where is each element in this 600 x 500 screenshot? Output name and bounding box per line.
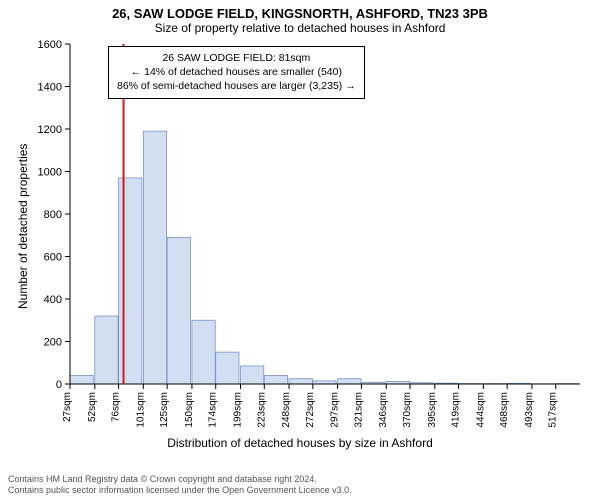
svg-text:199sqm: 199sqm: [232, 392, 243, 428]
svg-text:1400: 1400: [38, 82, 62, 94]
svg-text:517sqm: 517sqm: [548, 392, 559, 428]
x-axis-label: Distribution of detached houses by size …: [0, 436, 600, 450]
y-axis-label: Number of detached properties: [16, 144, 30, 309]
svg-text:174sqm: 174sqm: [208, 392, 219, 428]
svg-text:419sqm: 419sqm: [451, 392, 462, 428]
svg-text:400: 400: [44, 294, 62, 306]
svg-text:1200: 1200: [38, 124, 62, 136]
annotation-box: 26 SAW LODGE FIELD: 81sqm ← 14% of detac…: [108, 46, 365, 99]
svg-text:297sqm: 297sqm: [330, 392, 341, 428]
svg-text:600: 600: [44, 252, 62, 264]
annotation-line1: 26 SAW LODGE FIELD: 81sqm: [117, 51, 356, 65]
svg-text:395sqm: 395sqm: [427, 392, 438, 428]
svg-text:800: 800: [44, 209, 62, 221]
svg-text:493sqm: 493sqm: [524, 392, 535, 428]
svg-text:125sqm: 125sqm: [159, 392, 170, 428]
chart-container: 26, SAW LODGE FIELD, KINGSNORTH, ASHFORD…: [0, 0, 600, 500]
svg-text:200: 200: [44, 337, 62, 349]
footer-attribution: Contains HM Land Registry data © Crown c…: [8, 474, 352, 497]
svg-text:346sqm: 346sqm: [378, 392, 389, 428]
annotation-line3: 86% of semi-detached houses are larger (…: [117, 79, 356, 93]
svg-text:248sqm: 248sqm: [281, 392, 292, 428]
svg-text:223sqm: 223sqm: [256, 392, 267, 428]
footer-line2: Contains public sector information licen…: [8, 485, 352, 496]
svg-text:370sqm: 370sqm: [402, 392, 413, 428]
svg-text:101sqm: 101sqm: [135, 392, 146, 428]
svg-text:150sqm: 150sqm: [184, 392, 195, 428]
svg-text:27sqm: 27sqm: [62, 392, 73, 422]
svg-text:76sqm: 76sqm: [111, 392, 122, 422]
svg-text:1600: 1600: [38, 39, 62, 51]
svg-text:444sqm: 444sqm: [475, 392, 486, 428]
svg-text:321sqm: 321sqm: [353, 392, 364, 428]
svg-text:52sqm: 52sqm: [87, 392, 98, 422]
svg-text:0: 0: [56, 379, 62, 391]
svg-text:1000: 1000: [38, 167, 62, 179]
svg-text:468sqm: 468sqm: [499, 392, 510, 428]
annotation-line2: ← 14% of detached houses are smaller (54…: [117, 65, 356, 79]
footer-line1: Contains HM Land Registry data © Crown c…: [8, 474, 352, 485]
svg-text:272sqm: 272sqm: [305, 392, 316, 428]
